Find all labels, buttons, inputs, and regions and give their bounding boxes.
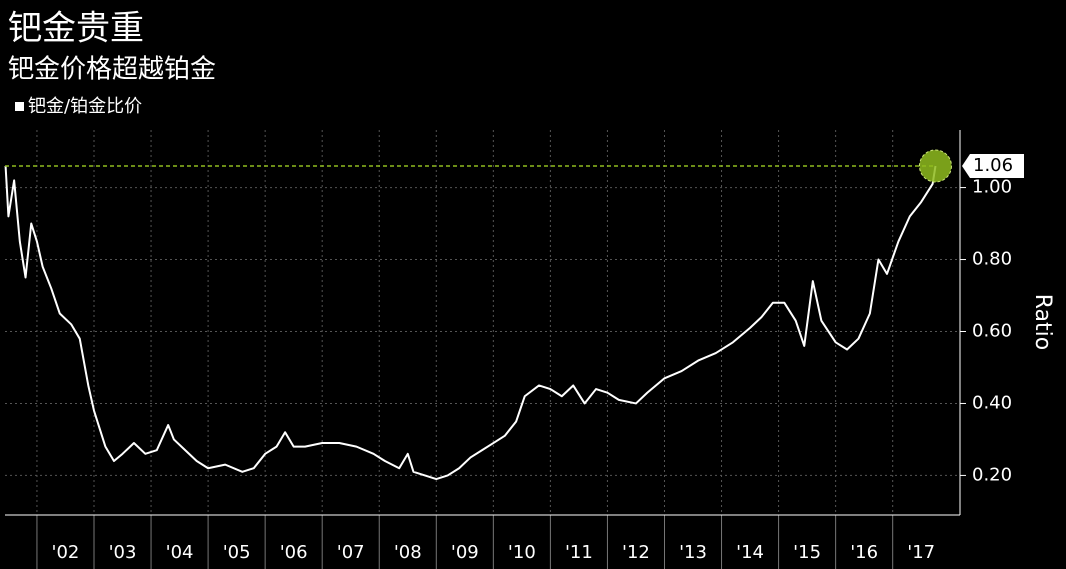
y-tick-label: 0.20 — [972, 464, 1012, 485]
x-tick-label: '10 — [508, 542, 536, 563]
chart-subtitle: 钯金价格超越铂金 — [8, 55, 216, 85]
x-tick-label: '12 — [622, 542, 650, 563]
legend-swatch — [15, 102, 24, 111]
x-tick-label: '07 — [337, 542, 365, 563]
x-tick-label: '17 — [907, 542, 935, 563]
line-series — [4, 165, 937, 481]
y-tick-label: 0.60 — [972, 320, 1012, 341]
x-tick-label: '04 — [166, 542, 194, 563]
chart-title: 钯金贵重 — [8, 9, 144, 49]
x-tick-label: '13 — [679, 542, 707, 563]
y-tick-label: 0.40 — [972, 392, 1012, 413]
x-tick-label: '16 — [850, 542, 878, 563]
y-tick-label: 1.00 — [972, 177, 1012, 198]
x-tick-label: '15 — [793, 542, 821, 563]
y-axis-label: Ratio — [1030, 294, 1055, 350]
y-tick-label: 0.80 — [972, 249, 1012, 270]
x-tick-label: '14 — [736, 542, 764, 563]
x-tick-label: '05 — [223, 542, 251, 563]
value-label-box — [962, 153, 1024, 178]
last-value-marker — [918, 149, 952, 183]
x-tick-label: '02 — [52, 542, 80, 563]
x-tick-label: '03 — [109, 542, 137, 563]
x-tick-label: '06 — [280, 542, 308, 563]
value-label: 1.06 — [973, 155, 1013, 176]
x-tick-label: '08 — [394, 542, 422, 563]
x-tick-label: '09 — [451, 542, 479, 563]
x-tick-label: '11 — [565, 542, 593, 563]
legend-label: 钯金/铂金比价 — [28, 96, 142, 117]
